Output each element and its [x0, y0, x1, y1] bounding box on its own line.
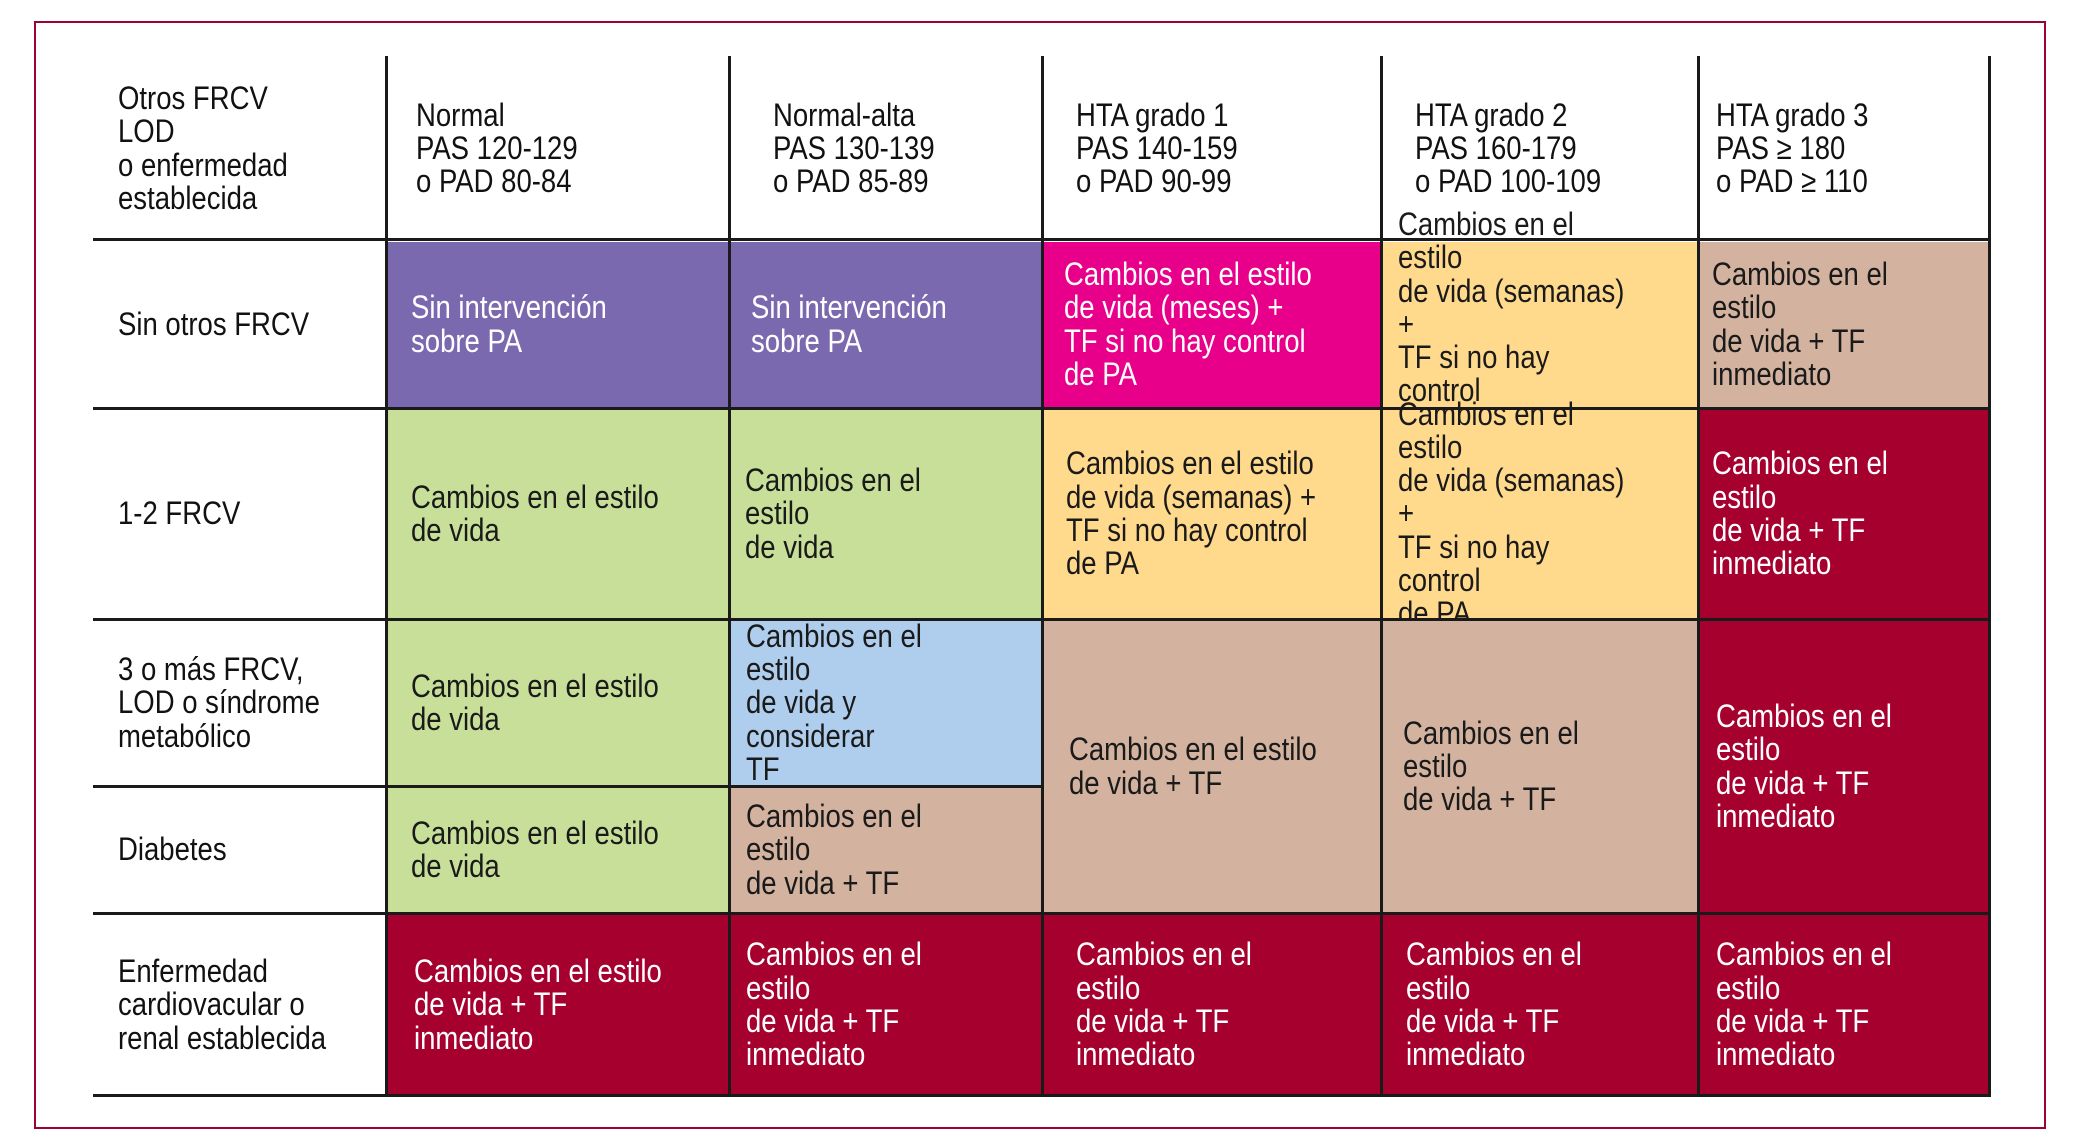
cell-sin-otros-normal: Sin intervención sobre PA [388, 242, 728, 407]
row-label-1-2-frcv: 1-2 FRCV [118, 495, 241, 532]
grid-line-v1 [385, 56, 388, 1097]
cell-3-mas-normal: Cambios en el estilo de vida [388, 621, 728, 785]
grid-line-v3 [1041, 56, 1044, 1097]
cell-1-2-grado-1: Cambios en el estilo de vida (semanas) +… [1044, 410, 1380, 618]
header-hta-grado-3: HTA grado 3 PAS ≥ 180 o PAD ≥ 110 [1716, 96, 1869, 200]
cell-1-2-grado-3: Cambios en el estilo de vida + TF inmedi… [1700, 410, 1988, 618]
header-hta-grado-2: HTA grado 2 PAS 160-179 o PAD 100-109 [1415, 96, 1602, 200]
cell-1-2-normal: Cambios en el estilo de vida [388, 410, 728, 618]
cell-3-mas-diabetes-grado-3: Cambios en el estilo de vida + TF inmedi… [1700, 621, 1988, 912]
cell-enfermedad-grado-2: Cambios en el estilo de vida + TF inmedi… [1383, 915, 1697, 1095]
cell-sin-otros-normal-alta: Sin intervención sobre PA [731, 242, 1041, 407]
cell-1-2-grado-2: Cambios en el estilo de vida (semanas) +… [1383, 397, 1697, 630]
cell-enfermedad-normal: Cambios en el estilo de vida + TF inmedi… [388, 915, 728, 1095]
header-risk-factors: Otros FRCV LOD o enfermedad establecida [118, 79, 288, 216]
outer-frame [34, 21, 2046, 1129]
cell-3-mas-normal-alta: Cambios en el estilo de vida y considera… [731, 619, 1041, 786]
header-hta-grado-1: HTA grado 1 PAS 140-159 o PAD 90-99 [1076, 96, 1238, 200]
grid-line-v4 [1380, 56, 1383, 1097]
grid-line-v2 [728, 56, 731, 1097]
row-label-3-o-mas-frcv: 3 o más FRCV, LOD o síndrome metabólico [118, 651, 320, 754]
cell-enfermedad-normal-alta: Cambios en el estilo de vida + TF inmedi… [731, 915, 1041, 1095]
cell-sin-otros-grado-2: Cambios en el estilo de vida (semanas) +… [1383, 207, 1697, 440]
grid-line-v6 [1988, 56, 1991, 1097]
header-normal-alta: Normal-alta PAS 130-139 o PAD 85-89 [773, 96, 935, 200]
cell-diabetes-normal-alta: Cambios en el estilo de vida + TF [731, 788, 1041, 912]
cell-3-mas-diabetes-grado-2: Cambios en el estilo de vida + TF [1383, 621, 1697, 912]
cell-sin-otros-grado-3: Cambios en el estilo de vida + TF inmedi… [1700, 242, 1988, 407]
cell-3-mas-diabetes-grado-1: Cambios en el estilo de vida + TF [1044, 621, 1380, 912]
grid-line-v5 [1697, 56, 1700, 1097]
grid-line-h4a [93, 785, 1041, 788]
cell-1-2-normal-alta: Cambios en el estilo de vida [731, 410, 1041, 618]
cell-sin-otros-grado-1: Cambios en el estilo de vida (meses) + T… [1044, 242, 1380, 407]
cell-diabetes-normal: Cambios en el estilo de vida [388, 788, 728, 912]
cell-enfermedad-grado-1: Cambios en el estilo de vida + TF inmedi… [1044, 915, 1380, 1095]
row-label-enfermedad-establecida: Enfermedad cardiovacular o renal estable… [118, 953, 327, 1056]
row-label-sin-otros-frcv: Sin otros FRCV [118, 305, 310, 342]
row-label-diabetes: Diabetes [118, 831, 227, 868]
cell-enfermedad-grado-3: Cambios en el estilo de vida + TF inmedi… [1700, 915, 1988, 1095]
header-normal: Normal PAS 120-129 o PAD 80-84 [416, 96, 578, 200]
